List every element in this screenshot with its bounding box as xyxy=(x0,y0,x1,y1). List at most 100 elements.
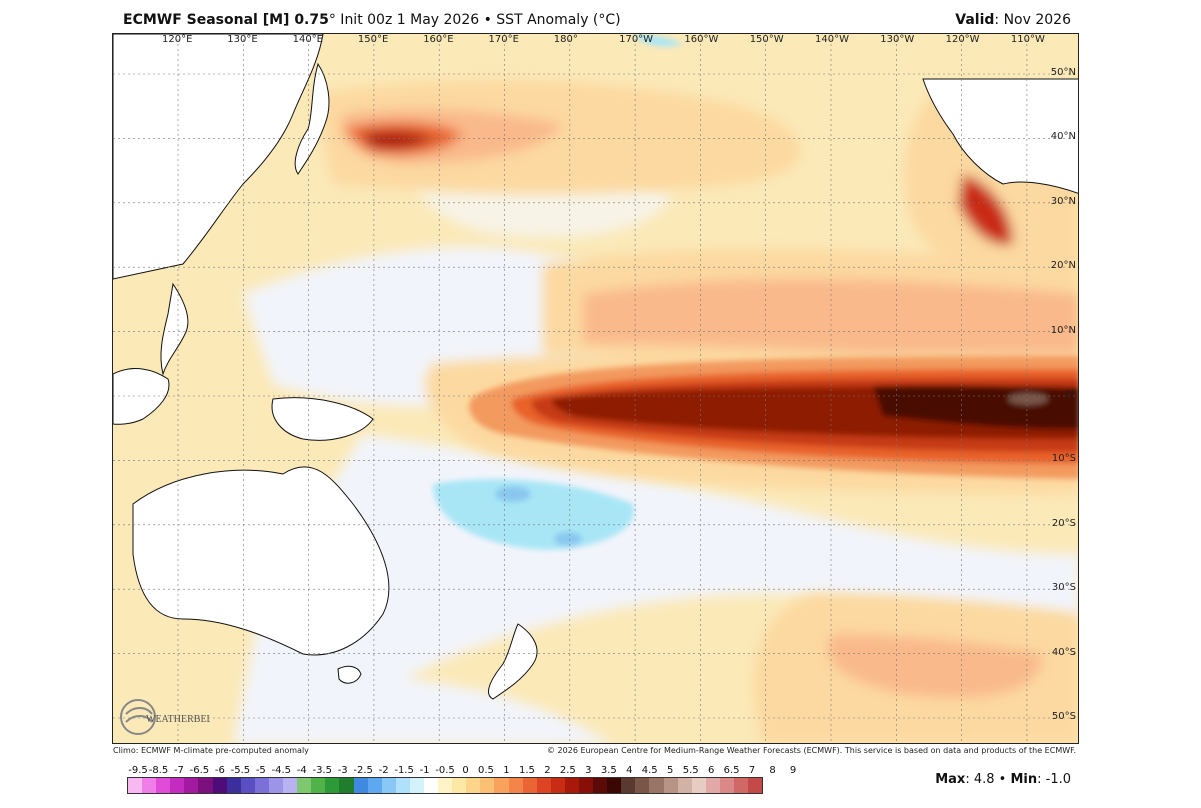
latitude-label: 0° xyxy=(1064,389,1076,400)
colorbar-tick-label: -3.5 xyxy=(312,765,332,776)
colorbar-swatch xyxy=(212,778,227,793)
longitude-label: 120°W xyxy=(945,34,980,45)
weatherbell-logo: WEATHERBELL xyxy=(118,696,219,738)
colorbar-swatch xyxy=(663,778,678,793)
longitude-label: 160°E xyxy=(423,34,454,45)
colorbar-swatch xyxy=(452,778,467,793)
colorbar-swatch xyxy=(184,778,199,793)
colorbar-swatch xyxy=(480,778,495,793)
colorbar-tick-label: -4 xyxy=(296,765,307,776)
new-guinea xyxy=(271,397,374,441)
philippines xyxy=(160,282,189,376)
cool-anomaly-patch xyxy=(433,34,683,550)
longitude-label: 140°E xyxy=(292,34,323,45)
max-min-readout: Max: 4.8 • Min: -1.0 xyxy=(935,772,1071,787)
colorbar-tick-label: -2.5 xyxy=(353,765,373,776)
colorbar-tick-label: -6 xyxy=(214,765,225,776)
colorbar-tick-label: -5 xyxy=(255,765,266,776)
el-nino-warm-tongue xyxy=(469,356,1078,479)
longitude-label: 170°E xyxy=(488,34,519,45)
colorbar-swatch xyxy=(494,778,509,793)
colorbar-swatch xyxy=(128,778,143,793)
longitude-label: 140°W xyxy=(815,34,849,45)
colorbar-swatch xyxy=(170,778,185,793)
colorbar-tick-label: -4.5 xyxy=(271,765,292,776)
colorbar-tick-label: 1.5 xyxy=(518,765,535,776)
latitude-label: 30°S xyxy=(1051,582,1076,594)
colorbar-tick-label: -3 xyxy=(337,765,348,776)
latitude-label: 30°N xyxy=(1050,195,1076,207)
colorbar-swatch xyxy=(466,778,481,793)
colorbar-tick-label: -0.5 xyxy=(435,765,455,776)
colorbar-swatch xyxy=(198,778,213,793)
map-canvas xyxy=(113,34,1078,743)
colorbar-swatch xyxy=(719,778,735,793)
colorbar-swatch xyxy=(367,778,382,793)
colorbar-tick-label: 0 xyxy=(462,765,469,776)
colorbar-tick-label: -2 xyxy=(378,765,389,776)
colorbar-swatch xyxy=(438,778,453,793)
footer-copyright: © 2026 European Centre for Medium-Range … xyxy=(547,746,1076,755)
longitude-label: 160°W xyxy=(684,34,719,45)
borneo xyxy=(113,368,170,425)
valid-date: Valid: Nov 2026 xyxy=(955,12,1071,28)
map-title: ECMWF Seasonal [M] 0.75° Init 00z 1 May … xyxy=(123,12,621,28)
colorbar-swatch xyxy=(691,778,706,793)
colorbar-tick-label: 0.5 xyxy=(478,765,494,776)
colorbar-tick-label: 3 xyxy=(585,765,592,776)
latitude-label: 20°N xyxy=(1050,260,1076,272)
colorbar-tick-label: 8 xyxy=(769,765,776,776)
colorbar-tick-label: 2.5 xyxy=(559,765,576,776)
colorbar-tick-label: 3.5 xyxy=(600,765,617,776)
colorbar-tick-label: -6.5 xyxy=(189,765,210,776)
colorbar-swatch xyxy=(353,778,368,793)
colorbar-swatch xyxy=(705,778,720,793)
longitude-label: 130°E xyxy=(227,34,258,45)
colorbar-swatch xyxy=(649,778,664,793)
colorbar-tick-label: -8.5 xyxy=(148,765,169,776)
colorbar-tick-label: -5.5 xyxy=(230,765,251,776)
japan xyxy=(294,62,330,175)
land-masses xyxy=(113,34,1078,700)
colorbar-swatch xyxy=(142,778,157,793)
colorbar-swatch xyxy=(339,778,354,793)
longitude-label: 150°W xyxy=(749,34,784,45)
colorbar-tick-label: 4 xyxy=(626,765,633,776)
colorbar-tick-label: 7 xyxy=(748,765,756,776)
longitude-label: 180° xyxy=(553,34,578,45)
colorbar-swatch xyxy=(550,778,565,793)
colorbar-swatch xyxy=(677,778,692,793)
colorbar-tick-label: 5.5 xyxy=(682,765,699,776)
latitude-label: 40°S xyxy=(1051,646,1076,658)
colorbar-swatch xyxy=(156,778,171,793)
colorbar-swatch xyxy=(254,778,269,793)
longitude-label: 110°W xyxy=(1010,34,1045,45)
colorbar-tick-label: -9.5 xyxy=(128,765,148,776)
svg-text:WEATHERBELL: WEATHERBELL xyxy=(146,714,210,725)
colorbar-swatch xyxy=(635,778,650,793)
longitude-label: 150°E xyxy=(357,34,389,45)
colorbar-tick-label: 5 xyxy=(667,765,674,776)
colorbar-tick-label: -1.5 xyxy=(394,765,414,776)
colorbar-swatch xyxy=(283,778,298,793)
colorbar-tick-label: 6 xyxy=(707,765,715,776)
sst-anomaly-map: 120°E 130°E 140°E 150°E 160°E 170°E 180° 170°W 1… xyxy=(112,33,1079,744)
colorbar-swatch xyxy=(508,778,523,793)
colorbar-swatch xyxy=(564,778,579,793)
colorbar-tick-label: -1 xyxy=(419,765,430,776)
new-zealand xyxy=(488,623,538,700)
colorbar-swatch xyxy=(395,778,410,793)
colorbar-swatch xyxy=(297,778,312,793)
colorbar-swatch xyxy=(748,778,763,793)
tasmania xyxy=(337,665,362,684)
colorbar-swatch xyxy=(734,778,749,793)
footer-climo-note: Climo: ECMWF M-climate pre-computed anom… xyxy=(113,746,309,755)
colorbar xyxy=(127,777,764,794)
australia xyxy=(132,466,390,656)
colorbar-swatch xyxy=(522,778,537,793)
colorbar-tick-label: 2 xyxy=(544,765,551,776)
colorbar-swatch xyxy=(311,778,326,793)
colorbar-tick-label: -7 xyxy=(173,765,184,776)
longitude-label: 130°W xyxy=(880,34,915,45)
colorbar-swatch xyxy=(409,778,424,793)
